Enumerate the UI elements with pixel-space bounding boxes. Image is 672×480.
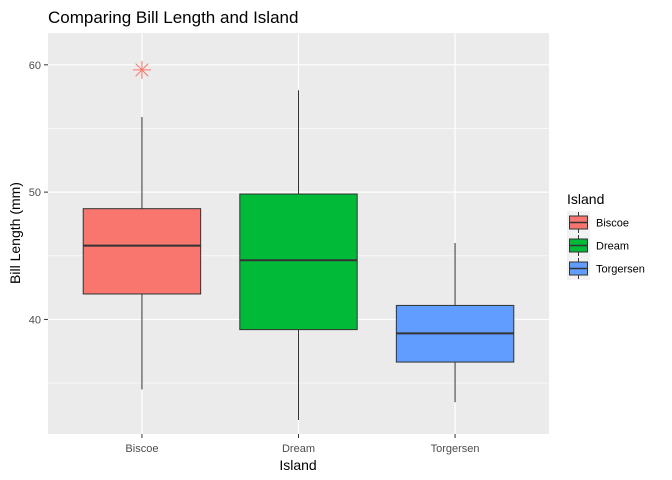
x-axis-title: Island <box>279 457 316 473</box>
legend-label: Torgersen <box>596 264 645 276</box>
y-axis-title: Bill Length (mm) <box>7 182 23 284</box>
legend: Biscoe Dream Torgersen <box>567 211 645 280</box>
legend-item-torgersen: Torgersen <box>567 257 645 280</box>
x-tick-label: Torgersen <box>431 443 480 455</box>
box-dream <box>239 90 358 420</box>
boxes <box>82 60 515 420</box>
box-torgersen <box>395 243 515 403</box>
outlier-stroke <box>135 63 149 77</box>
legend-label: Biscoe <box>596 218 629 230</box>
axes: 40 50 60 Biscoe Dream Torgersen <box>29 60 480 455</box>
box-iqr <box>82 208 202 295</box>
outlier-point <box>132 60 151 79</box>
y-tick-label: 50 <box>29 187 41 199</box>
legend-item-biscoe: Biscoe <box>567 211 629 234</box>
box-biscoe <box>82 60 202 390</box>
chart-title: Comparing Bill Length and Island <box>48 8 298 27</box>
legend-item-dream: Dream <box>567 234 629 257</box>
box-iqr <box>239 193 358 331</box>
legend-label: Dream <box>596 241 629 253</box>
y-tick-label: 60 <box>29 60 41 72</box>
x-tick-label: Biscoe <box>125 443 158 455</box>
x-tick-label: Dream <box>282 443 315 455</box>
legend-title: Island <box>567 191 604 207</box>
y-tick-label: 40 <box>29 314 41 326</box>
